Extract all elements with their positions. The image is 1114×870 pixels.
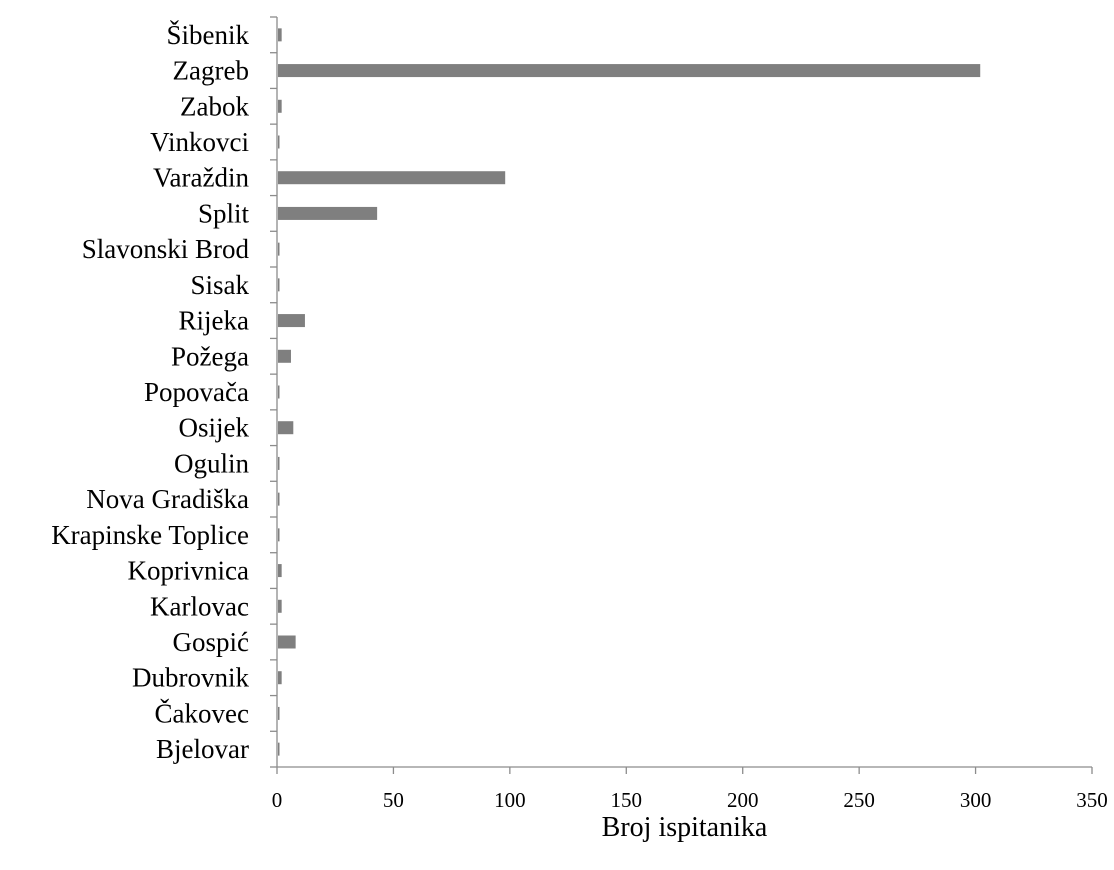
category-label: Split <box>198 198 250 228</box>
x-tick-label: 100 <box>494 788 526 812</box>
bar <box>278 314 305 328</box>
bar <box>278 742 280 756</box>
bar <box>278 242 280 256</box>
x-tick-label: 0 <box>272 788 283 812</box>
x-tick-label: 200 <box>727 788 759 812</box>
bar <box>278 528 280 542</box>
bar <box>278 171 506 185</box>
bar <box>278 64 981 78</box>
category-label: Gospić <box>173 627 250 657</box>
category-label: Požega <box>171 341 249 371</box>
bar <box>278 28 282 42</box>
bar <box>278 135 280 149</box>
x-tick-label: 150 <box>611 788 643 812</box>
bar <box>278 99 282 113</box>
category-labels-group: Šibenik Zagreb Zabok Vinkovci Varaždin Split S… <box>51 20 249 764</box>
category-label: Nova Gradiška <box>86 484 249 514</box>
bar <box>278 206 378 220</box>
category-label: Osijek <box>179 413 250 443</box>
category-label: Krapinske Toplice <box>51 520 249 550</box>
category-label: Karlovac <box>150 591 249 621</box>
category-label: Zagreb <box>173 56 249 86</box>
category-label: Popovača <box>144 377 249 407</box>
category-label: Koprivnica <box>128 556 249 586</box>
bar <box>278 564 282 578</box>
bar <box>278 456 280 470</box>
bar <box>278 599 282 613</box>
category-label: Ogulin <box>174 448 250 478</box>
category-label: Varaždin <box>153 163 249 193</box>
bar <box>278 706 280 720</box>
category-label: Sisak <box>190 270 249 300</box>
bar <box>278 635 296 649</box>
category-label: Bjelovar <box>156 734 249 764</box>
bar <box>278 421 294 435</box>
bar <box>278 349 291 363</box>
x-tick-label: 50 <box>383 788 404 812</box>
category-label: Slavonski Brod <box>82 234 250 264</box>
x-tick-label: 300 <box>960 788 992 812</box>
category-label: Šibenik <box>166 20 249 50</box>
category-label: Čakovec <box>155 698 249 728</box>
category-label: Dubrovnik <box>132 663 249 693</box>
bar <box>278 671 282 685</box>
x-ticks-group: 0 50 100 150 200 250 300 350 <box>270 16 1108 812</box>
bar <box>278 385 280 399</box>
x-tick-label: 350 <box>1076 788 1108 812</box>
x-axis-title: Broj ispitanika <box>602 812 768 843</box>
category-label: Vinkovci <box>150 127 249 157</box>
category-label: Zabok <box>180 91 249 121</box>
x-tick-label: 250 <box>843 788 875 812</box>
bar <box>278 278 280 292</box>
bar <box>278 492 280 506</box>
bars-group <box>278 28 981 756</box>
category-label: Rijeka <box>179 306 249 336</box>
